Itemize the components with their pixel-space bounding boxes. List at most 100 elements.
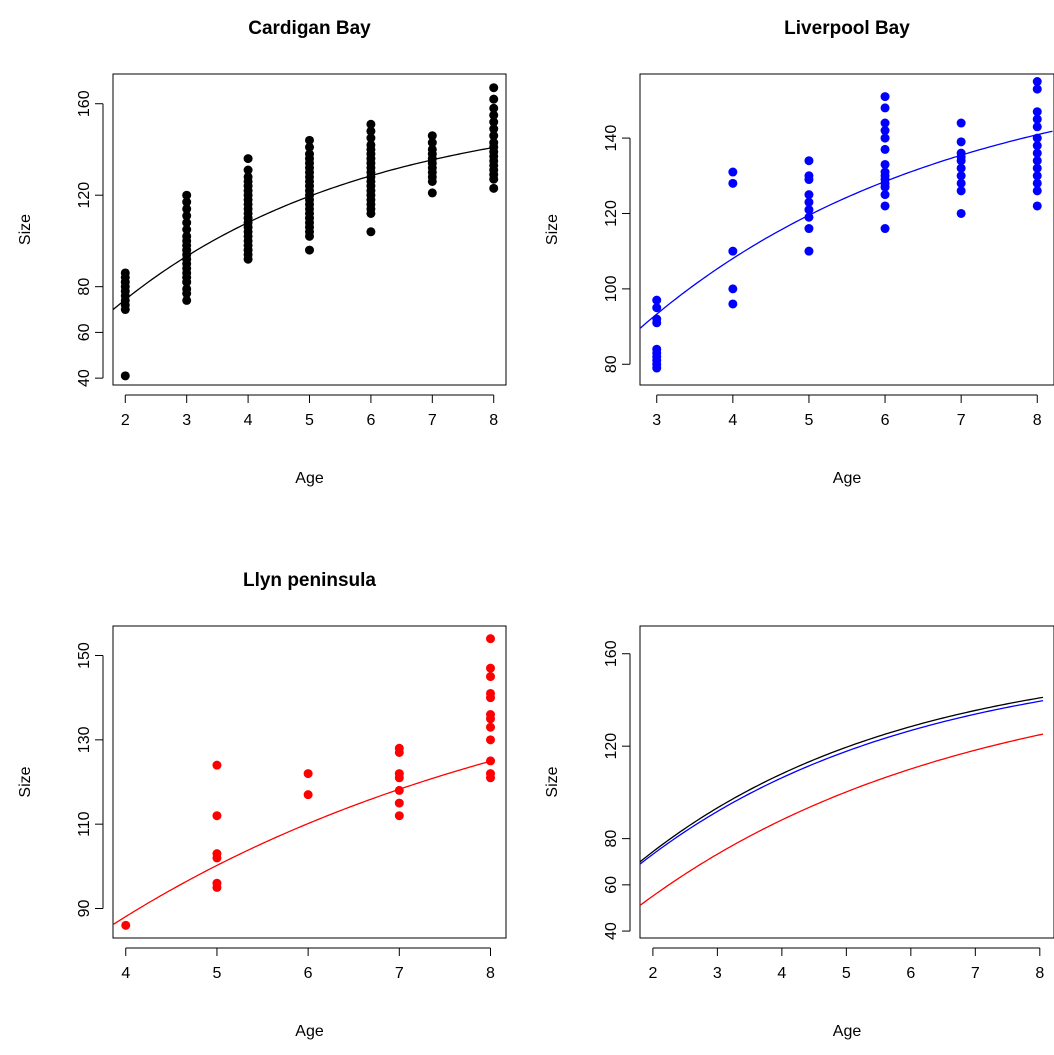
data-point: [366, 126, 376, 136]
data-point: [804, 212, 814, 222]
x-tick-label: 5: [842, 965, 851, 982]
data-point: [804, 205, 814, 215]
fitted-curve: [640, 696, 1044, 863]
data-point: [489, 94, 499, 104]
x-tick-label: 6: [881, 412, 890, 429]
x-tick-label: 4: [777, 965, 786, 982]
panel-1: Cardigan Bay 2 3 4 5 6 7 8 40 60 80 120 160 Age Size: [17, 18, 507, 487]
data-point: [652, 318, 662, 328]
data-point: [880, 126, 890, 136]
plot-data: [640, 696, 1044, 906]
data-point: [121, 920, 131, 930]
fitted-curve: [113, 759, 496, 926]
data-point: [485, 773, 495, 783]
x-axis-label: Age: [833, 1023, 862, 1040]
x-tick-label: 8: [1033, 412, 1042, 429]
x-axis-label: Age: [295, 1023, 324, 1040]
x-tick-label: 5: [212, 965, 221, 982]
data-point: [182, 204, 192, 214]
data-point: [485, 693, 495, 703]
data-point: [182, 295, 192, 305]
y-tick-label: 80: [603, 355, 620, 373]
data-point: [120, 305, 130, 315]
panel-4: 2 3 4 5 6 7 8 40 60 80 120 160 Age Size: [544, 625, 1054, 1040]
data-point: [394, 798, 404, 808]
data-point: [956, 137, 966, 147]
data-point: [366, 227, 376, 237]
data-point: [956, 208, 966, 218]
x-tick-label: 7: [428, 412, 437, 429]
data-point: [305, 245, 314, 255]
data-point: [366, 119, 376, 129]
chart-title: Llyn peninsula: [243, 570, 376, 591]
x-tick-label: 8: [489, 412, 498, 429]
x-axis-label: Age: [295, 470, 324, 487]
y-tick-label: 120: [76, 182, 93, 209]
data-point: [489, 131, 499, 141]
data-point: [212, 811, 222, 821]
data-point: [652, 363, 662, 373]
data-point: [880, 144, 890, 154]
data-point: [728, 178, 738, 188]
data-point: [956, 118, 966, 128]
y-axis-label: Size: [17, 766, 34, 797]
data-point: [394, 773, 404, 783]
data-point: [880, 224, 890, 234]
y-tick-label: 90: [76, 899, 93, 917]
y-tick-label: 140: [603, 125, 620, 152]
y-tick-label: 160: [76, 90, 93, 117]
y-tick-label: 100: [603, 275, 620, 302]
data-point: [1032, 114, 1042, 124]
data-point: [485, 663, 495, 673]
x-tick-label: 5: [804, 412, 813, 429]
x-tick-label: 7: [971, 965, 980, 982]
data-point: [212, 853, 222, 863]
data-point: [880, 190, 890, 200]
data-point: [182, 190, 192, 200]
data-point: [485, 722, 495, 732]
x-tick-label: 4: [121, 965, 130, 982]
data-point: [243, 154, 253, 164]
data-point: [880, 118, 890, 128]
panel-3: Llyn peninsula 4 5 6 7 8 90 110 130 150 Age Size: [17, 570, 507, 1040]
data-point: [804, 156, 814, 166]
data-point: [427, 176, 437, 186]
data-point: [728, 299, 738, 309]
data-point: [1032, 186, 1042, 196]
data-point: [182, 218, 192, 228]
data-point: [366, 208, 376, 218]
fitted-curve: [640, 700, 1044, 865]
data-point: [489, 183, 499, 193]
x-tick-label: 4: [728, 412, 737, 429]
data-point: [182, 277, 192, 287]
fitted-curve: [640, 130, 1053, 329]
x-tick-label: 3: [713, 965, 722, 982]
data-point: [120, 371, 130, 381]
data-point: [1032, 171, 1042, 181]
x-tick-label: 6: [906, 965, 915, 982]
data-point: [804, 197, 814, 207]
data-point: [728, 167, 738, 177]
data-point: [804, 246, 814, 256]
data-point: [880, 133, 890, 143]
x-tick-label: 7: [957, 412, 966, 429]
data-point: [427, 131, 437, 141]
data-point: [489, 83, 499, 93]
data-point: [956, 156, 966, 166]
data-point: [1032, 156, 1042, 166]
data-point: [489, 117, 499, 127]
x-tick-label: 3: [182, 412, 191, 429]
data-point: [303, 790, 313, 800]
data-point: [1032, 148, 1042, 158]
data-point: [394, 747, 404, 757]
data-point: [489, 110, 499, 120]
y-tick-label: 150: [76, 642, 93, 669]
y-tick-label: 60: [76, 323, 93, 341]
x-tick-label: 3: [652, 412, 661, 429]
data-point: [1032, 141, 1042, 151]
data-point: [305, 231, 314, 241]
data-point: [489, 103, 499, 113]
data-point: [880, 92, 890, 102]
x-axis-label: Age: [833, 470, 862, 487]
